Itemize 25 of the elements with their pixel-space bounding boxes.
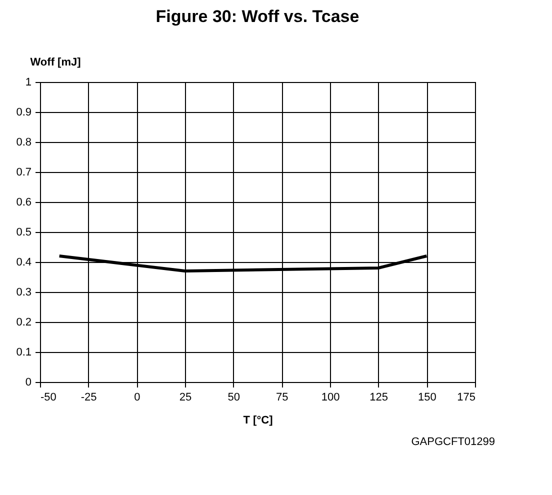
text: GAPGCFT01299 <box>411 436 495 448</box>
x-axis-title: T [°C] <box>243 414 274 426</box>
y-tick-label: 0.4 <box>16 256 32 268</box>
x-tick-label: 175 <box>457 392 476 404</box>
y-tick-label: 0.9 <box>16 106 32 118</box>
x-tick-label: 75 <box>276 392 288 404</box>
y-tick-label: 0.2 <box>16 316 32 328</box>
y-tick-label: 0.7 <box>16 166 32 178</box>
y-axis-title: Woff [mJ] <box>30 56 82 68</box>
x-tick-label: 0 <box>134 392 140 404</box>
y-tick-label: 0.5 <box>16 226 32 238</box>
x-tick-label: -50 <box>40 392 56 404</box>
y-tick-label: 0.1 <box>16 346 32 358</box>
y-tick-label: 0.8 <box>16 136 32 148</box>
x-tick-label: 25 <box>179 392 192 404</box>
x-tick-label: 150 <box>418 392 436 404</box>
y-tick-label: 1 <box>25 76 32 88</box>
x-tick-label: 125 <box>370 392 388 404</box>
x-tick-label: 50 <box>228 392 240 404</box>
y-tick-label: 0.6 <box>16 196 32 208</box>
y-tick-label: 0.3 <box>16 286 32 298</box>
x-tick-label: 100 <box>321 392 340 404</box>
x-tick-label: -25 <box>80 392 97 404</box>
chart-title: Figure 30: Woff vs. Tcase <box>156 7 360 26</box>
y-tick-label: 0 <box>25 376 32 388</box>
